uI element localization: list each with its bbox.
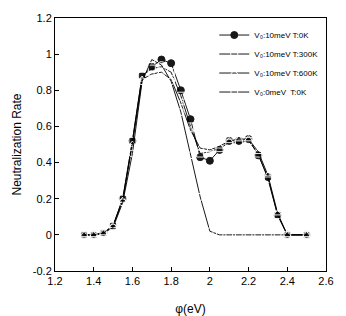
svg-text:Neutralization Rate: Neutralization Rate	[10, 93, 24, 195]
svg-text:1.8: 1.8	[163, 275, 178, 287]
svg-text:V₀:10meV T:0K: V₀:10meV T:0K	[254, 31, 309, 40]
svg-text:φ(eV): φ(eV)	[175, 302, 205, 316]
svg-text:2.6: 2.6	[318, 275, 333, 287]
svg-text:V₀:10meV T:300K: V₀:10meV T:300K	[254, 50, 318, 59]
svg-text:1.2: 1.2	[47, 275, 62, 287]
svg-text:2: 2	[207, 275, 213, 287]
svg-text:-0.2: -0.2	[33, 265, 52, 277]
svg-text:0: 0	[46, 229, 52, 241]
svg-text:V₀:10meV T:600K: V₀:10meV T:600K	[254, 69, 318, 78]
svg-text:0.2: 0.2	[37, 193, 52, 205]
svg-text:0.6: 0.6	[37, 120, 52, 132]
svg-text:1: 1	[46, 48, 52, 60]
svg-text:0.4: 0.4	[37, 156, 52, 168]
svg-text:2.4: 2.4	[280, 275, 295, 287]
svg-text:0.8: 0.8	[37, 84, 52, 96]
svg-text:2.2: 2.2	[241, 275, 256, 287]
svg-text:1.6: 1.6	[125, 275, 140, 287]
svg-text:1.4: 1.4	[86, 275, 101, 287]
svg-text:V₀:0meV T:0K: V₀:0meV T:0K	[254, 88, 307, 97]
svg-text:1.2: 1.2	[37, 12, 52, 24]
